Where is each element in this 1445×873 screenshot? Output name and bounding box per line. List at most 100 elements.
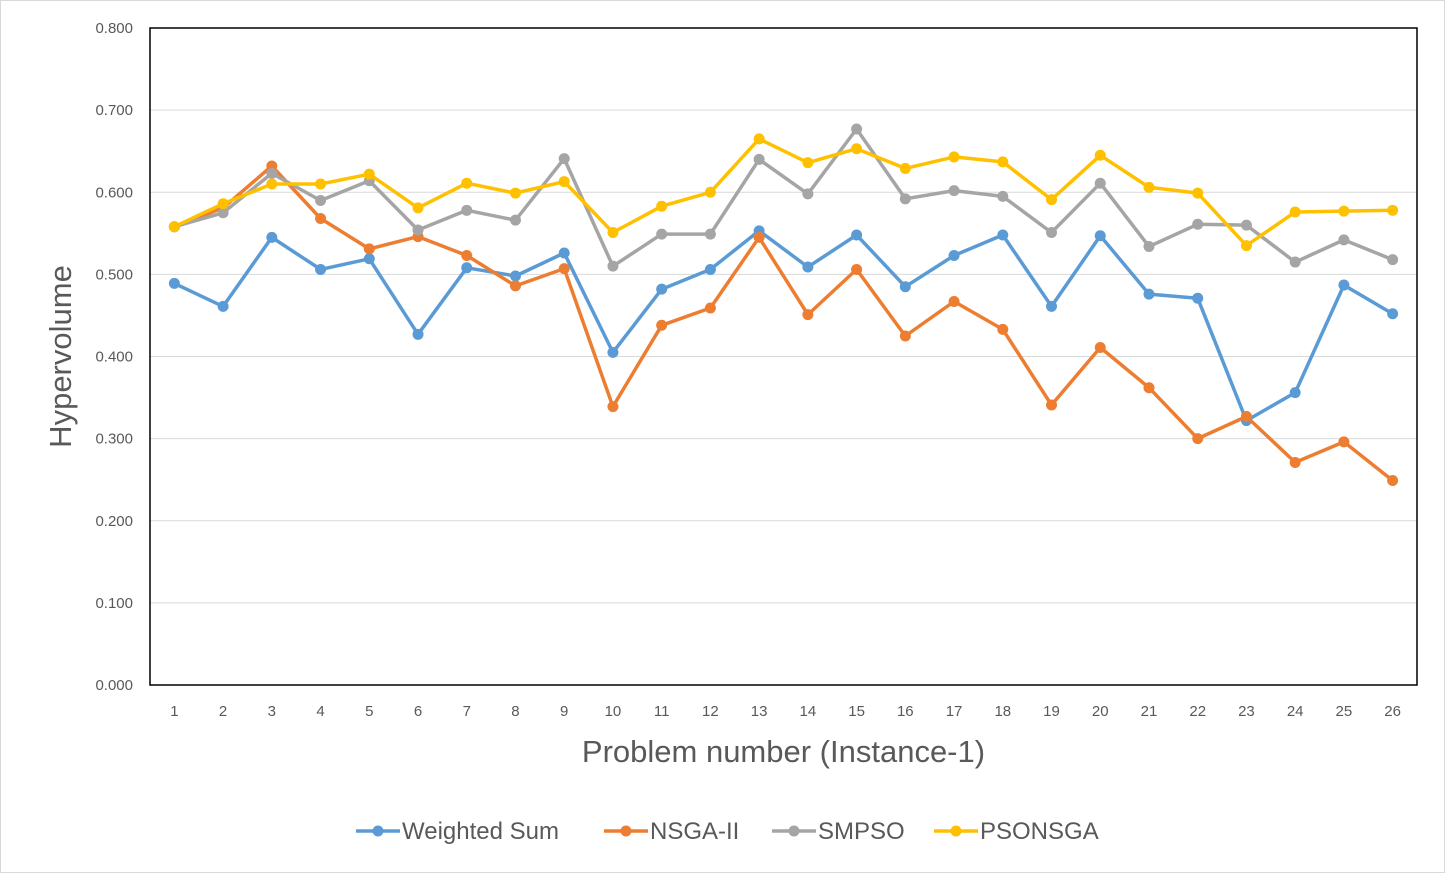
data-point — [1094, 149, 1106, 161]
data-point — [851, 123, 863, 135]
x-tick-label: 23 — [1238, 703, 1255, 720]
y-tick-label: 0.400 — [95, 349, 133, 366]
data-point — [607, 346, 619, 358]
data-point — [412, 328, 424, 340]
data-point — [656, 228, 668, 240]
legend-label: NSGA-II — [650, 818, 739, 845]
data-point — [1143, 288, 1155, 300]
data-point — [1338, 205, 1350, 217]
data-point — [1094, 177, 1106, 189]
data-point — [1192, 187, 1204, 199]
data-point — [168, 221, 180, 233]
x-axis-title: Problem number (Instance-1) — [582, 734, 985, 769]
gridlines — [150, 109, 1417, 686]
legend-item: SMPSO — [772, 818, 905, 845]
data-point — [997, 156, 1009, 168]
data-point — [1338, 436, 1350, 448]
data-point — [168, 277, 180, 289]
y-tick-label: 0.200 — [95, 513, 133, 530]
data-point — [509, 187, 521, 199]
x-axis-ticks: 1 2 3 4 5 6 7 8 9 10 11 12 13 14 15 16 17 18 19 20 21 22 23 24 2… — [170, 703, 1401, 720]
data-point — [461, 204, 473, 216]
legend-label: PSONSGA — [980, 818, 1099, 845]
data-point — [1387, 204, 1399, 216]
series-layer — [168, 123, 1399, 487]
series-line — [173, 164, 1394, 482]
data-point — [948, 295, 960, 307]
data-point — [704, 228, 716, 240]
x-tick-label: 26 — [1384, 703, 1401, 720]
data-point — [461, 177, 473, 189]
legend-label: Weighted Sum — [402, 818, 559, 845]
x-tick-label: 18 — [994, 703, 1011, 720]
plot-area-border — [149, 27, 1418, 686]
legend-item: PSONSGA — [934, 818, 1099, 845]
series-0 — [168, 225, 1399, 427]
y-tick-label: 0.600 — [95, 184, 133, 201]
y-tick-label: 0.000 — [95, 677, 133, 694]
data-point — [656, 319, 668, 331]
data-point — [412, 202, 424, 214]
data-point — [1143, 181, 1155, 193]
data-point — [363, 243, 375, 255]
x-tick-label: 17 — [946, 703, 963, 720]
data-point — [1192, 218, 1204, 230]
series-line — [173, 127, 1394, 268]
data-point — [558, 247, 570, 259]
x-tick-label: 5 — [365, 703, 373, 720]
x-tick-label: 9 — [560, 703, 568, 720]
data-point — [1094, 230, 1106, 242]
x-tick-label: 19 — [1043, 703, 1060, 720]
x-tick-label: 22 — [1189, 703, 1206, 720]
data-point — [656, 283, 668, 295]
x-tick-label: 3 — [268, 703, 276, 720]
data-point — [899, 162, 911, 174]
data-point — [461, 249, 473, 261]
data-point — [851, 263, 863, 275]
data-point — [1046, 399, 1058, 411]
data-point — [558, 263, 570, 275]
data-point — [607, 260, 619, 272]
data-point — [899, 330, 911, 342]
data-point — [851, 143, 863, 155]
series-line — [173, 229, 1394, 423]
data-point — [509, 214, 521, 226]
data-point — [753, 153, 765, 165]
y-tick-label: 0.100 — [95, 595, 133, 612]
series-2 — [168, 123, 1399, 272]
x-tick-label: 12 — [702, 703, 719, 720]
data-point — [948, 151, 960, 163]
data-point — [1289, 206, 1301, 218]
x-tick-label: 13 — [751, 703, 768, 720]
legend-item: Weighted Sum — [356, 818, 559, 845]
data-point — [363, 168, 375, 180]
data-point — [363, 253, 375, 265]
series-3 — [168, 133, 1399, 252]
data-point — [704, 302, 716, 314]
x-tick-label: 16 — [897, 703, 914, 720]
legend: Weighted Sum NSGA-II SMPSO PSONSGA — [356, 818, 1099, 845]
x-tick-label: 2 — [219, 703, 227, 720]
data-point — [1240, 410, 1252, 422]
legend-label: SMPSO — [818, 818, 905, 845]
y-tick-label: 0.700 — [95, 102, 133, 119]
x-tick-label: 15 — [848, 703, 865, 720]
data-point — [315, 178, 327, 190]
legend-marker — [620, 825, 632, 837]
data-point — [899, 281, 911, 293]
data-point — [704, 263, 716, 275]
data-point — [315, 194, 327, 206]
x-tick-label: 7 — [463, 703, 471, 720]
data-point — [1143, 240, 1155, 252]
legend-marker — [950, 825, 962, 837]
x-tick-label: 6 — [414, 703, 422, 720]
data-point — [851, 229, 863, 241]
data-point — [1289, 387, 1301, 399]
y-axis-title: Hypervolume — [43, 265, 78, 448]
data-point — [802, 309, 814, 321]
data-point — [1289, 456, 1301, 468]
data-point — [607, 401, 619, 413]
data-point — [266, 167, 278, 179]
data-point — [1240, 219, 1252, 231]
data-point — [266, 178, 278, 190]
